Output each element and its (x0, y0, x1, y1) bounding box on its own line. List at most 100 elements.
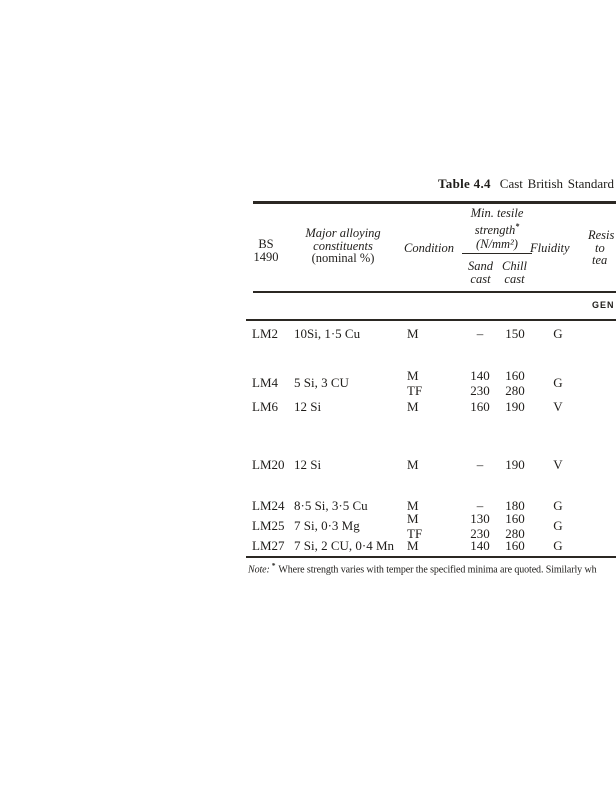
cell-sand-cast-strength: 140 230 (461, 368, 499, 398)
table-footnote: Note: * Where strength varies with temper … (248, 561, 597, 575)
col-header-alloying: Major alloying constituents (nominal %) (289, 227, 397, 265)
cell-alloying-constituents: 5 Si, 3 CU (294, 375, 349, 390)
condition-value: M (407, 399, 419, 414)
cell-fluidity: G (553, 498, 563, 513)
cell-bs-designation: LM25 (252, 518, 285, 533)
footnote-text: Where strength varies with temper the sp… (278, 564, 597, 576)
cell-condition: M TF (407, 368, 422, 398)
chill-cast-value: 190 (505, 399, 525, 414)
cell-sand-cast-strength: 160 (461, 399, 499, 414)
col-header-sand-line1: Sand (468, 259, 493, 273)
cell-chill-cast-strength: 190 (496, 399, 534, 414)
sand-cast-value: – (476, 498, 484, 513)
condition-value: M (407, 457, 419, 472)
cell-condition: M (407, 538, 419, 553)
footnote-marker: * (515, 222, 520, 231)
cell-fluidity: V (553, 457, 563, 472)
chill-cast-value: 160 (505, 538, 525, 553)
col-header-sand-cast: Sand cast (462, 260, 499, 286)
cell-condition: M (407, 326, 419, 341)
cell-sand-cast-strength: – (461, 326, 499, 341)
col-header-bs-line2: 1490 (253, 250, 279, 264)
chill-cast-value: 180 (505, 498, 525, 513)
sand-cast-value: 130 (470, 511, 490, 526)
cell-chill-cast-strength: 180 (496, 498, 534, 513)
table-title: Table 4.4 Cast British Standard (438, 176, 614, 192)
cell-fluidity: G (553, 326, 563, 341)
col-header-resistance-line1: Resis (588, 228, 615, 242)
cell-condition: M TF (407, 511, 422, 541)
col-header-bs-1490: BS 1490 (246, 238, 286, 264)
col-header-resistance-line2: to (595, 240, 605, 255)
sand-cast-value: 160 (470, 399, 490, 414)
col-header-chill-cast: Chill cast (496, 260, 533, 286)
condition-value: M (407, 498, 419, 513)
condition-value: M (407, 511, 419, 526)
condition-value: M (407, 326, 419, 341)
table-title-text: Cast British Standard (499, 176, 615, 191)
col-header-condition: Condition (404, 241, 455, 255)
tensile-header-underline (462, 253, 532, 254)
cell-chill-cast-strength: 160 280 (496, 511, 534, 541)
col-header-tensile-units: (N/mm²) (476, 237, 518, 252)
sand-cast-value: 140 (470, 538, 490, 553)
cell-chill-cast-strength: 160 (496, 538, 534, 553)
cell-fluidity: V (553, 399, 563, 414)
cell-chill-cast-strength: 160 280 (496, 368, 534, 398)
condition-value: M (407, 538, 419, 553)
cell-condition: M (407, 498, 419, 513)
col-header-tensile-strength: Min. tesile strength* (N/mm²) (462, 206, 532, 251)
chill-cast-value: 280 (505, 526, 525, 541)
cell-bs-designation: LM4 (252, 375, 278, 390)
section-rule (246, 319, 616, 321)
condition-value: M (407, 368, 419, 383)
condition-value: TF (407, 526, 423, 541)
chill-cast-value: 150 (505, 326, 525, 341)
col-header-bs-line1: BS (258, 237, 274, 251)
chill-cast-value: 280 (505, 383, 525, 398)
col-header-alloying-line1: Major alloying (305, 226, 381, 240)
cell-alloying-constituents: 7 Si, 2 CU, 0·4 Mn (294, 538, 395, 553)
col-header-chill-line1: Chill (501, 259, 527, 273)
cell-alloying-constituents: 10Si, 1·5 Cu (294, 326, 361, 341)
footnote-label: Note: (248, 564, 270, 576)
col-header-sand-line2: cast (470, 272, 491, 286)
cell-bs-designation: LM27 (252, 538, 285, 553)
col-header-tensile-line2: strength* (462, 220, 532, 237)
cell-sand-cast-strength: 130 230 (461, 511, 499, 541)
cell-sand-cast-strength: – (461, 457, 499, 472)
cell-alloying-constituents: 7 Si, 0·3 Mg (294, 518, 360, 533)
cell-sand-cast-strength: 140 (461, 538, 499, 553)
col-header-resistance-line3: tea (592, 253, 608, 267)
cell-bs-designation: LM20 (252, 457, 285, 472)
cell-chill-cast-strength: 190 (496, 457, 534, 472)
col-header-tensile-word: strength (474, 223, 516, 238)
cell-alloying-constituents: 8·5 Si, 3·5 Cu (294, 498, 368, 513)
header-bottom-rule (253, 291, 616, 293)
cell-sand-cast-strength: – (461, 498, 499, 513)
condition-value: TF (407, 383, 423, 398)
col-header-resistance-clipped: Resis to tea (588, 229, 614, 267)
chill-cast-value: 160 (505, 368, 525, 383)
table-top-rule (253, 201, 616, 204)
table-number: Table 4.4 (438, 176, 491, 191)
sand-cast-value: 230 (470, 383, 490, 398)
cell-alloying-constituents: 12 Si (294, 399, 322, 414)
col-header-alloying-line2: constituents (313, 238, 373, 253)
cell-bs-designation: LM6 (252, 399, 278, 414)
cell-alloying-constituents: 12 Si (294, 457, 322, 472)
chill-cast-value: 190 (505, 457, 525, 472)
cell-bs-designation: LM2 (252, 326, 278, 341)
col-header-fluidity: Fluidity (530, 241, 570, 255)
cell-fluidity: G (553, 375, 563, 390)
chill-cast-value: 160 (505, 511, 525, 526)
section-heading-clipped: GEN (592, 300, 615, 310)
cell-chill-cast-strength: 150 (496, 326, 534, 341)
footnote-asterisk: * (271, 561, 276, 570)
sand-cast-value: 140 (470, 368, 490, 383)
col-header-alloying-line3: (nominal %) (311, 251, 375, 265)
cell-bs-designation: LM24 (252, 498, 285, 513)
col-header-tensile-line1: Min. tesile (470, 206, 524, 220)
table-bottom-rule (246, 556, 616, 558)
